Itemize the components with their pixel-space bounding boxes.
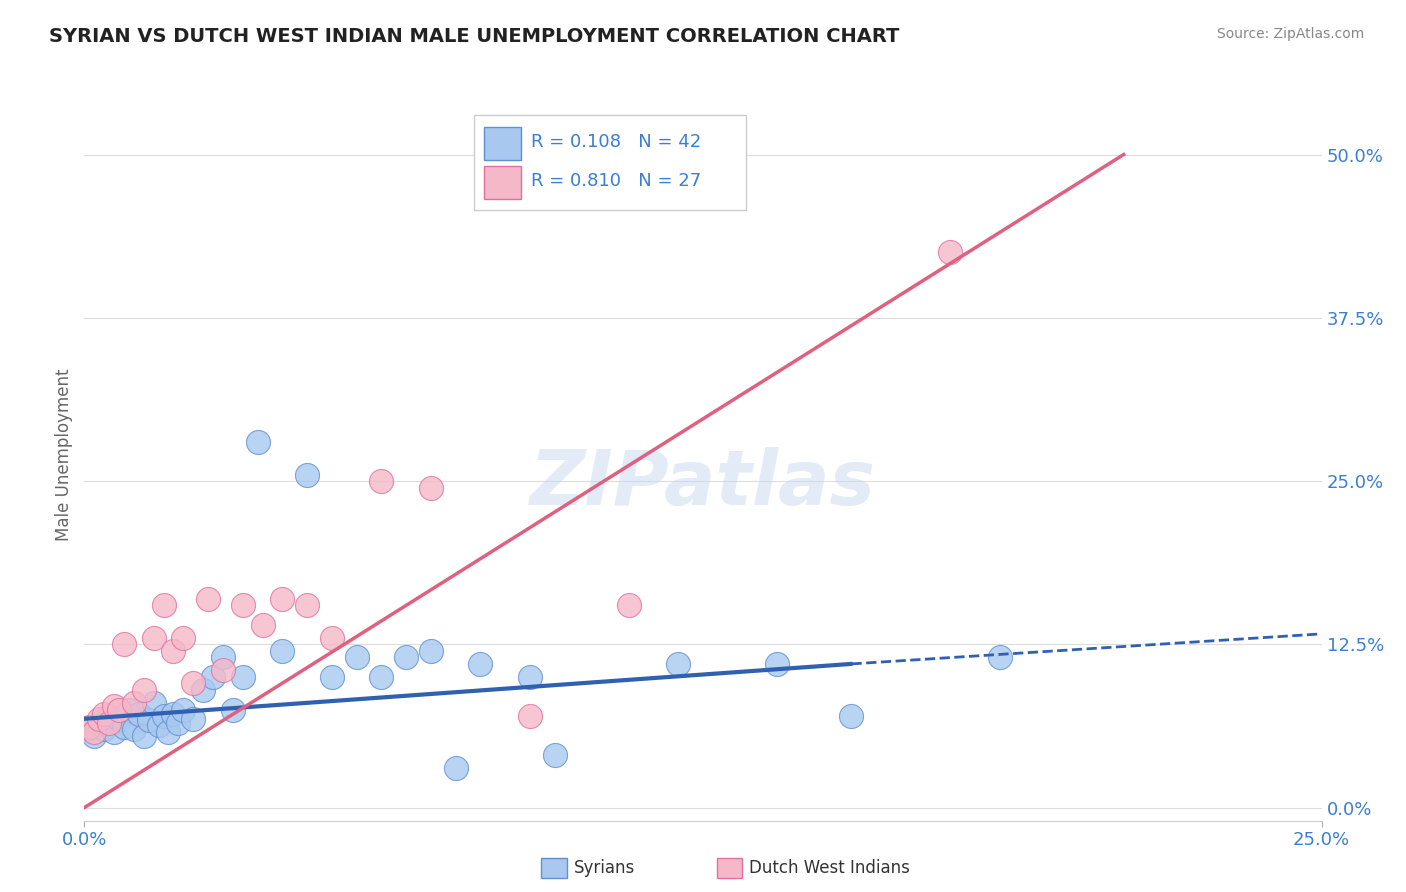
Point xyxy=(939,245,962,260)
Point xyxy=(519,670,541,684)
Point xyxy=(172,631,194,645)
Text: Syrians: Syrians xyxy=(574,859,636,877)
Point xyxy=(112,637,135,651)
Point xyxy=(162,644,184,658)
Point xyxy=(271,591,294,606)
Point xyxy=(988,650,1011,665)
Point xyxy=(181,676,204,690)
Point xyxy=(295,467,318,482)
Point xyxy=(138,713,160,727)
Point xyxy=(212,664,235,678)
Point xyxy=(93,706,115,721)
Text: R = 0.810   N = 27: R = 0.810 N = 27 xyxy=(531,171,702,190)
Point xyxy=(108,712,131,726)
Point xyxy=(232,670,254,684)
Text: Dutch West Indians: Dutch West Indians xyxy=(749,859,910,877)
FancyBboxPatch shape xyxy=(484,166,522,199)
Point xyxy=(321,631,343,645)
Point xyxy=(197,591,219,606)
Point xyxy=(766,657,789,671)
Point xyxy=(108,703,131,717)
Point xyxy=(370,474,392,488)
FancyBboxPatch shape xyxy=(474,115,747,210)
Point xyxy=(841,709,863,723)
Point xyxy=(132,683,155,698)
Point xyxy=(118,703,141,717)
Point xyxy=(295,598,318,612)
Point xyxy=(232,598,254,612)
Point xyxy=(543,748,565,763)
Text: Source: ZipAtlas.com: Source: ZipAtlas.com xyxy=(1216,27,1364,41)
Point xyxy=(444,761,467,775)
Point xyxy=(152,598,174,612)
Y-axis label: Male Unemployment: Male Unemployment xyxy=(55,368,73,541)
Point xyxy=(98,709,121,723)
Point xyxy=(142,631,165,645)
Text: SYRIAN VS DUTCH WEST INDIAN MALE UNEMPLOYMENT CORRELATION CHART: SYRIAN VS DUTCH WEST INDIAN MALE UNEMPLO… xyxy=(49,27,900,45)
Point xyxy=(122,696,145,710)
Point xyxy=(321,670,343,684)
Point xyxy=(666,657,689,671)
Point xyxy=(122,723,145,737)
Point xyxy=(172,703,194,717)
Point xyxy=(93,723,115,737)
Text: R = 0.108   N = 42: R = 0.108 N = 42 xyxy=(531,133,702,151)
Point xyxy=(370,670,392,684)
Point xyxy=(79,723,101,737)
Point xyxy=(202,670,225,684)
FancyBboxPatch shape xyxy=(484,128,522,161)
Point xyxy=(617,598,640,612)
Point xyxy=(346,650,368,665)
Point xyxy=(128,706,150,721)
Point xyxy=(103,724,125,739)
Point xyxy=(419,644,441,658)
Text: ZIPatlas: ZIPatlas xyxy=(530,447,876,521)
Point xyxy=(246,434,269,449)
Point xyxy=(83,729,105,743)
Point xyxy=(271,644,294,658)
Point xyxy=(152,709,174,723)
Point xyxy=(212,650,235,665)
Point xyxy=(395,650,418,665)
Point xyxy=(157,724,180,739)
Point xyxy=(79,720,101,734)
Point xyxy=(162,706,184,721)
Point xyxy=(222,703,245,717)
Point xyxy=(112,720,135,734)
Point xyxy=(419,481,441,495)
Point xyxy=(132,729,155,743)
Point xyxy=(89,712,111,726)
Point xyxy=(519,709,541,723)
Point xyxy=(470,657,492,671)
Point xyxy=(148,718,170,732)
Point xyxy=(103,698,125,713)
Point xyxy=(98,715,121,730)
Point xyxy=(142,696,165,710)
Point xyxy=(191,683,214,698)
Point xyxy=(252,617,274,632)
Point xyxy=(89,715,111,730)
Point xyxy=(83,724,105,739)
Point xyxy=(167,715,190,730)
Point xyxy=(181,712,204,726)
